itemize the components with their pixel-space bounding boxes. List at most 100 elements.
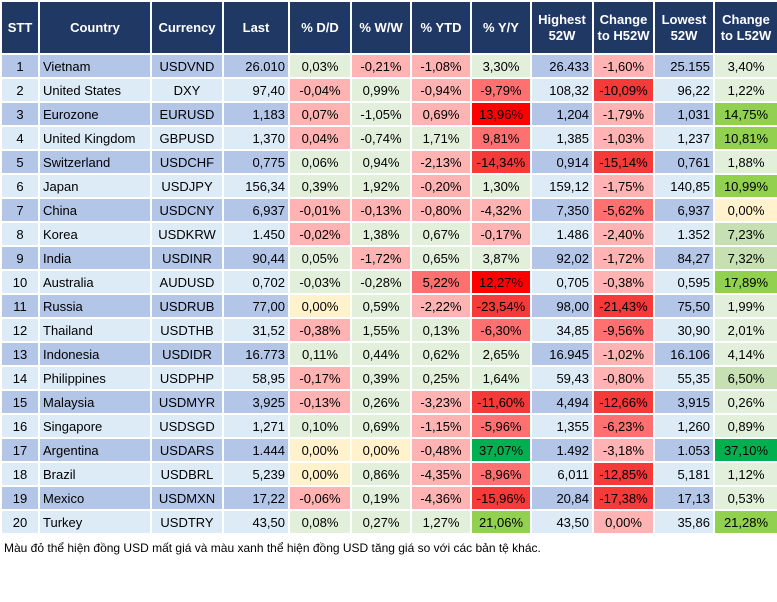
cell-country: Malaysia bbox=[38, 389, 152, 415]
cell-pct-dd: 0,05% bbox=[288, 245, 352, 271]
cell-last: 31,52 bbox=[222, 317, 290, 343]
cell-pct-dd: 0,00% bbox=[288, 461, 352, 487]
cell-pct-dd: -0,02% bbox=[288, 221, 352, 247]
cell-pct-yy: -6,30% bbox=[470, 317, 532, 343]
cell-highest-52w: 159,12 bbox=[530, 173, 594, 199]
cell-stt: 2 bbox=[0, 77, 40, 103]
cell-pct-ww: 0,86% bbox=[350, 461, 412, 487]
header-change-h52w: Change to H52W bbox=[592, 0, 655, 55]
cell-pct-ww: 0,44% bbox=[350, 341, 412, 367]
cell-last: 17,22 bbox=[222, 485, 290, 511]
cell-currency: USDPHP bbox=[150, 365, 224, 391]
cell-last: 1,271 bbox=[222, 413, 290, 439]
cell-pct-dd: 0,07% bbox=[288, 101, 352, 127]
header-country: Country bbox=[38, 0, 152, 55]
cell-currency: USDTHB bbox=[150, 317, 224, 343]
cell-stt: 18 bbox=[0, 461, 40, 487]
cell-change-l52w: 37,10% bbox=[713, 437, 777, 463]
cell-pct-ytd: -0,48% bbox=[410, 437, 472, 463]
cell-change-l52w: 0,53% bbox=[713, 485, 777, 511]
cell-pct-ytd: 0,69% bbox=[410, 101, 472, 127]
table-row: 10 Australia AUDUSD 0,702 -0,03% -0,28% 5,22% 1… bbox=[0, 269, 777, 295]
cell-pct-dd: -0,13% bbox=[288, 389, 352, 415]
cell-pct-ww: 0,99% bbox=[350, 77, 412, 103]
table-body: 1 Vietnam USDVND 26.010 0,03% -0,21% -1,08% 3,3… bbox=[0, 53, 777, 535]
header-change-l52w: Change to L52W bbox=[713, 0, 777, 55]
header-lowest-52w: Lowest 52W bbox=[653, 0, 715, 55]
cell-country: Turkey bbox=[38, 509, 152, 535]
cell-highest-52w: 59,43 bbox=[530, 365, 594, 391]
cell-lowest-52w: 0,595 bbox=[653, 269, 715, 295]
cell-lowest-52w: 5,181 bbox=[653, 461, 715, 487]
cell-last: 0,775 bbox=[222, 149, 290, 175]
cell-change-l52w: 10,99% bbox=[713, 173, 777, 199]
cell-stt: 17 bbox=[0, 437, 40, 463]
cell-stt: 8 bbox=[0, 221, 40, 247]
cell-stt: 7 bbox=[0, 197, 40, 223]
cell-pct-dd: 0,08% bbox=[288, 509, 352, 535]
cell-last: 5,239 bbox=[222, 461, 290, 487]
cell-change-l52w: 0,89% bbox=[713, 413, 777, 439]
table-row: 17 Argentina USDARS 1.444 0,00% 0,00% -0,48% 37… bbox=[0, 437, 777, 463]
cell-currency: AUDUSD bbox=[150, 269, 224, 295]
cell-highest-52w: 0,914 bbox=[530, 149, 594, 175]
cell-pct-ww: 0,39% bbox=[350, 365, 412, 391]
cell-change-h52w: -21,43% bbox=[592, 293, 655, 319]
cell-pct-ww: 1,55% bbox=[350, 317, 412, 343]
cell-lowest-52w: 16.106 bbox=[653, 341, 715, 367]
footnote: Màu đỏ thể hiện đồng USD mất giá và màu … bbox=[4, 541, 541, 555]
cell-pct-yy: -0,17% bbox=[470, 221, 532, 247]
cell-change-h52w: -17,38% bbox=[592, 485, 655, 511]
cell-pct-dd: -0,03% bbox=[288, 269, 352, 295]
cell-pct-ww: 0,59% bbox=[350, 293, 412, 319]
cell-lowest-52w: 55,35 bbox=[653, 365, 715, 391]
cell-pct-dd: 0,10% bbox=[288, 413, 352, 439]
table-row: 7 China USDCNY 6,937 -0,01% -0,13% -0,80% -4,32… bbox=[0, 197, 777, 223]
cell-pct-dd: 0,11% bbox=[288, 341, 352, 367]
cell-currency: USDIDR bbox=[150, 341, 224, 367]
cell-stt: 9 bbox=[0, 245, 40, 271]
cell-stt: 12 bbox=[0, 317, 40, 343]
cell-country: Singapore bbox=[38, 413, 152, 439]
header-row: STT Country Currency Last % D/D % W/W % … bbox=[0, 0, 777, 55]
cell-pct-dd: 0,04% bbox=[288, 125, 352, 151]
cell-highest-52w: 4,494 bbox=[530, 389, 594, 415]
cell-pct-ytd: -1,08% bbox=[410, 53, 472, 79]
cell-highest-52w: 1.486 bbox=[530, 221, 594, 247]
cell-last: 1,183 bbox=[222, 101, 290, 127]
cell-pct-ww: 1,92% bbox=[350, 173, 412, 199]
header-last: Last bbox=[222, 0, 290, 55]
cell-pct-yy: 37,07% bbox=[470, 437, 532, 463]
cell-change-h52w: -15,14% bbox=[592, 149, 655, 175]
cell-country: Korea bbox=[38, 221, 152, 247]
cell-change-l52w: 7,23% bbox=[713, 221, 777, 247]
cell-currency: USDVND bbox=[150, 53, 224, 79]
cell-currency: GBPUSD bbox=[150, 125, 224, 151]
cell-country: Indonesia bbox=[38, 341, 152, 367]
cell-change-h52w: -1,72% bbox=[592, 245, 655, 271]
cell-currency: USDINR bbox=[150, 245, 224, 271]
table-row: 2 United States DXY 97,40 -0,04% 0,99% -0,94% -… bbox=[0, 77, 777, 103]
cell-change-h52w: -3,18% bbox=[592, 437, 655, 463]
cell-stt: 5 bbox=[0, 149, 40, 175]
cell-change-h52w: -10,09% bbox=[592, 77, 655, 103]
cell-country: Japan bbox=[38, 173, 152, 199]
cell-highest-52w: 1,355 bbox=[530, 413, 594, 439]
table-row: 14 Philippines USDPHP 58,95 -0,17% 0,39% 0,25%… bbox=[0, 365, 777, 391]
cell-change-h52w: -2,40% bbox=[592, 221, 655, 247]
cell-country: Switzerland bbox=[38, 149, 152, 175]
cell-stt: 20 bbox=[0, 509, 40, 535]
cell-pct-dd: 0,00% bbox=[288, 293, 352, 319]
cell-highest-52w: 1.492 bbox=[530, 437, 594, 463]
cell-change-h52w: -0,38% bbox=[592, 269, 655, 295]
cell-pct-ytd: -0,80% bbox=[410, 197, 472, 223]
cell-change-h52w: -12,85% bbox=[592, 461, 655, 487]
cell-lowest-52w: 17,13 bbox=[653, 485, 715, 511]
cell-currency: USDMYR bbox=[150, 389, 224, 415]
cell-change-l52w: 21,28% bbox=[713, 509, 777, 535]
cell-last: 1,370 bbox=[222, 125, 290, 151]
cell-lowest-52w: 3,915 bbox=[653, 389, 715, 415]
cell-pct-yy: 3,87% bbox=[470, 245, 532, 271]
cell-last: 58,95 bbox=[222, 365, 290, 391]
cell-highest-52w: 108,32 bbox=[530, 77, 594, 103]
